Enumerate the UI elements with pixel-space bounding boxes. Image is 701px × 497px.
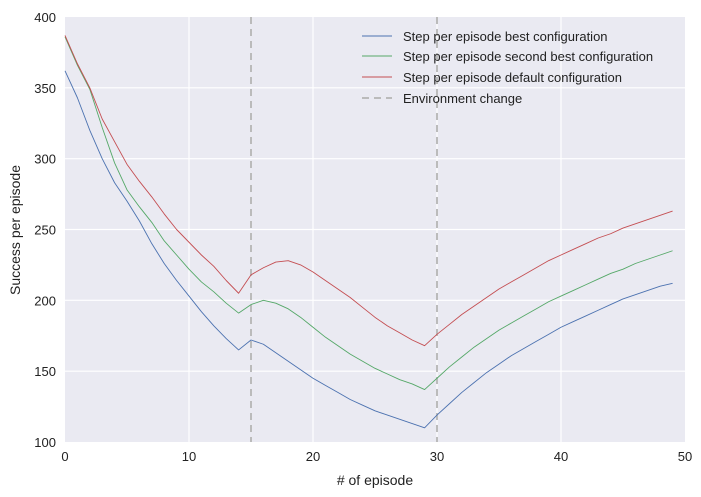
legend-label-environment-change: Environment change (403, 91, 522, 106)
y-tick-label: 100 (34, 435, 56, 450)
environment-change-lines (250, 17, 438, 442)
x-tick-label: 30 (430, 449, 444, 464)
y-tick-label: 400 (34, 10, 56, 25)
default-configuration-line (64, 35, 673, 347)
x-axis-title: # of episode (337, 472, 413, 488)
x-tick-label: 40 (554, 449, 568, 464)
y-tick-label: 300 (34, 152, 56, 167)
best-configuration-line (64, 70, 673, 429)
legend-label-second-best: Step per episode second best configurati… (403, 49, 653, 64)
y-tick-labels: 100 150 200 250 300 350 400 (34, 10, 56, 450)
y-axis-title: Success per episode (7, 165, 23, 295)
x-tick-label: 0 (61, 449, 68, 464)
second-best-configuration-line (64, 36, 673, 391)
y-tick-label: 250 (34, 223, 56, 238)
series-lines (64, 35, 673, 429)
y-tick-label: 150 (34, 364, 56, 379)
legend-label-default: Step per episode default configuration (403, 70, 622, 85)
x-tick-label: 50 (678, 449, 692, 464)
x-tick-label: 20 (306, 449, 320, 464)
grid-lines (65, 17, 685, 442)
legend-label-best: Step per episode best configuration (403, 29, 608, 44)
y-tick-label: 350 (34, 81, 56, 96)
legend: Step per episode best configuration Step… (362, 29, 653, 106)
x-tick-label: 10 (182, 449, 196, 464)
y-tick-label: 200 (34, 293, 56, 308)
x-tick-labels: 0 10 20 30 40 50 (61, 449, 692, 464)
